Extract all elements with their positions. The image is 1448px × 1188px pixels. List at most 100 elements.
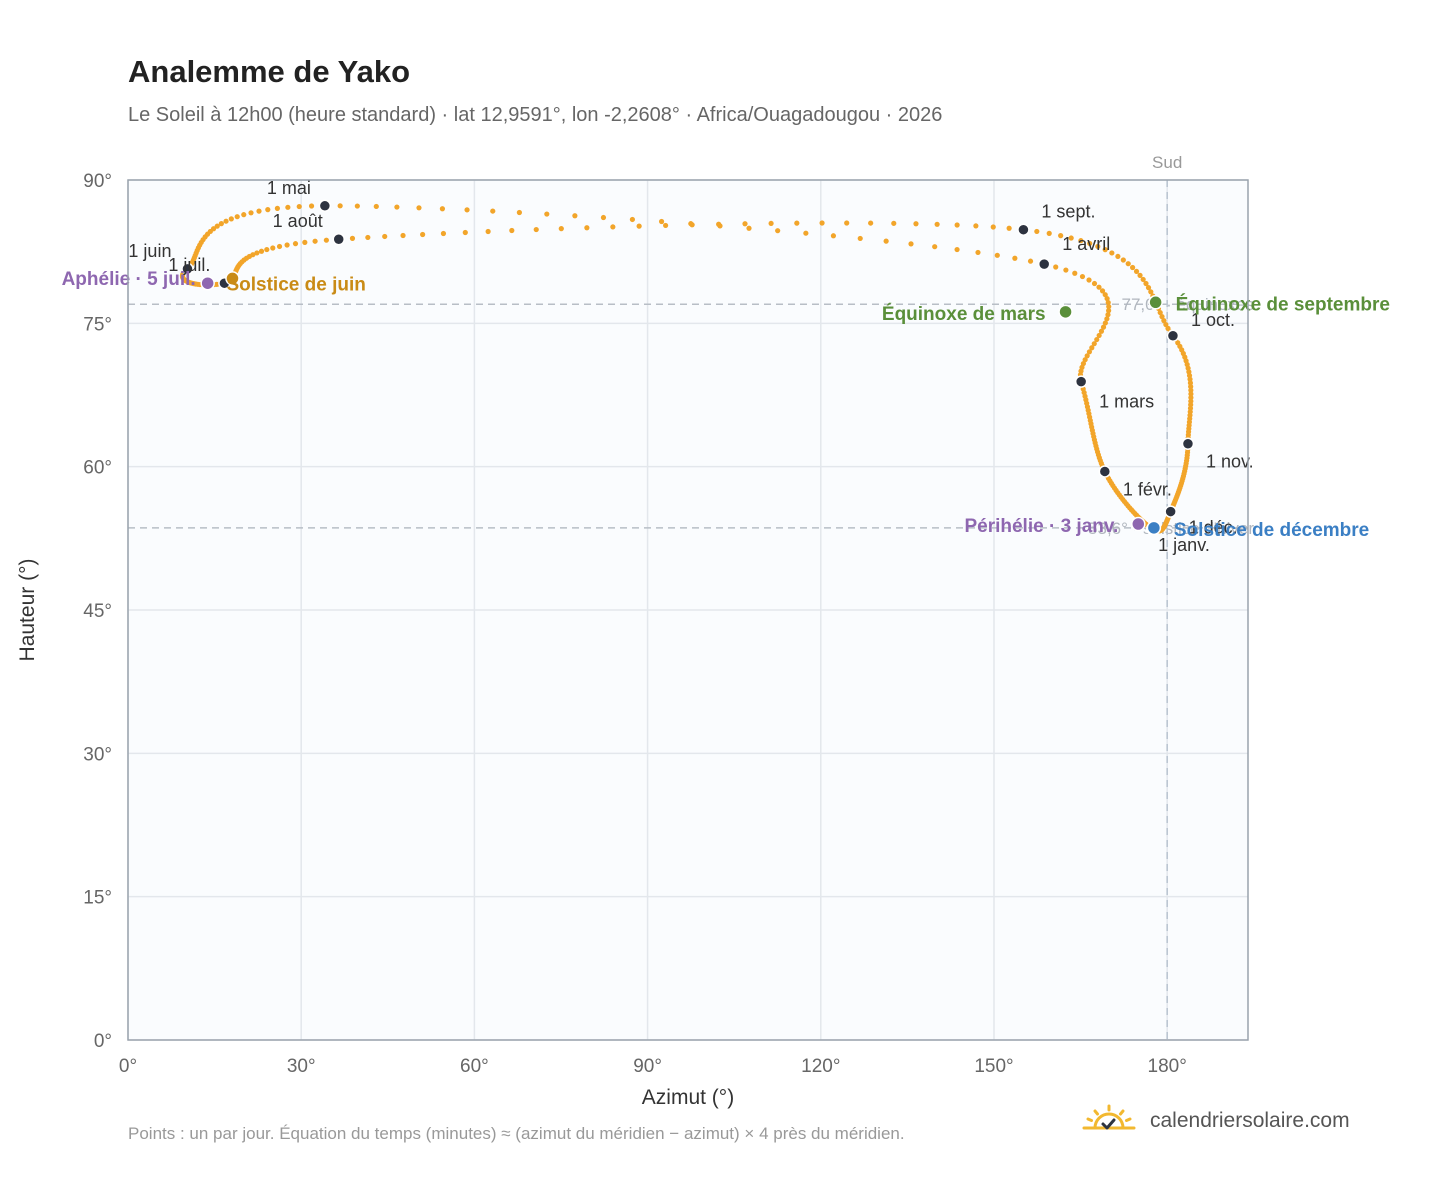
x-tick-label: 150° (974, 1056, 1013, 1077)
daily-point (1102, 320, 1108, 326)
daily-point (636, 223, 642, 229)
y-tick-label: 45° (83, 601, 112, 622)
daily-point (1053, 264, 1059, 270)
event-label: Solstice de décembre (1174, 520, 1369, 541)
x-tick-label: 30° (287, 1056, 316, 1077)
daily-point (990, 224, 996, 230)
month-marker (1164, 505, 1177, 518)
daily-point (1163, 321, 1169, 328)
daily-point (270, 245, 276, 251)
daily-point (1078, 238, 1084, 244)
event-marker (1148, 295, 1163, 310)
daily-point (1165, 325, 1171, 331)
daily-point (610, 224, 616, 230)
month-marker-label: 1 janv. (1158, 535, 1210, 555)
chart-title: Analemme de Yako (128, 54, 411, 89)
y-tick-label: 75° (83, 314, 112, 335)
event-label: Équinoxe de septembre (1176, 293, 1390, 315)
month-marker-label: 1 avril (1062, 234, 1110, 254)
month-marker (1166, 329, 1180, 343)
daily-point (819, 220, 825, 226)
daily-point (584, 225, 590, 231)
month-marker-label: 1 nov. (1206, 452, 1254, 472)
daily-point (214, 223, 220, 229)
daily-point (420, 231, 426, 238)
daily-point (264, 246, 270, 253)
daily-point (1058, 233, 1064, 239)
daily-point (973, 223, 979, 229)
daily-point (1140, 276, 1146, 283)
daily-point (254, 250, 260, 256)
daily-point (308, 203, 315, 209)
daily-point (600, 214, 607, 221)
daily-point (1095, 243, 1101, 250)
daily-point (1063, 267, 1069, 273)
sun-icon (1082, 1104, 1136, 1130)
event-markers: Équinoxe de mars Équinoxe de septembre Sol… (62, 269, 1390, 541)
month-marker-label: 1 oct. (1191, 310, 1235, 330)
brand[interactable]: calendriersolaire.com (1082, 1104, 1350, 1138)
daily-point (248, 210, 254, 216)
daily-point (416, 205, 422, 211)
month-marker-label: 1 sept. (1041, 202, 1095, 222)
month-marker (318, 199, 332, 213)
daily-point (1159, 314, 1165, 320)
event-marker (1146, 520, 1162, 536)
event-label: Solstice de juin (226, 274, 365, 295)
daily-point (746, 225, 752, 231)
daily-point (932, 244, 938, 250)
daily-point (1086, 277, 1092, 283)
month-marker (1098, 465, 1112, 478)
event-label: Périhélie · 3 janv. (964, 516, 1118, 537)
daily-point (1091, 341, 1097, 347)
month-marker-label: 1 juin (128, 241, 171, 261)
daily-point (1120, 257, 1126, 263)
reference-line-label: 53,6° · solstice d'hiver (1088, 519, 1254, 538)
daily-point (716, 221, 722, 227)
month-marker-label: 1 févr. (1123, 479, 1172, 499)
daily-point (1096, 284, 1102, 290)
daily-point (1100, 324, 1107, 330)
daily-point (302, 239, 308, 245)
daily-point (1115, 253, 1121, 260)
daily-point (1006, 225, 1012, 231)
daily-point (1091, 280, 1098, 287)
month-marker-label: 1 août (273, 211, 323, 231)
daily-point (349, 235, 356, 241)
daily-point (1087, 240, 1093, 247)
daily-point (1094, 336, 1100, 343)
month-marker-label: 1 mai (267, 178, 311, 198)
daily-point (908, 241, 914, 247)
daily-point (337, 203, 343, 209)
daily-point (228, 216, 234, 222)
daily-point (1106, 308, 1112, 314)
daily-point (857, 235, 863, 242)
y-tick-label: 30° (83, 744, 112, 765)
daily-point (292, 241, 299, 247)
daily-point (1046, 230, 1052, 236)
daily-point (1188, 394, 1194, 401)
daily-point (775, 228, 781, 234)
month-marker-label: 1 déc. (1189, 518, 1238, 538)
daily-point (1012, 255, 1018, 261)
month-marker (1181, 437, 1195, 450)
y-tick-label: 0° (94, 1031, 112, 1052)
daily-point (312, 238, 318, 244)
y-tick-label: 90° (83, 171, 112, 192)
month-marker (1074, 375, 1088, 388)
daily-point (462, 229, 468, 236)
daily-point (1137, 272, 1143, 278)
daily-point (1099, 288, 1106, 294)
x-tick-label: 90° (633, 1056, 662, 1077)
daily-point (572, 213, 578, 219)
daily-point (1034, 228, 1040, 235)
daily-point (1079, 273, 1086, 280)
daily-point (1102, 247, 1108, 253)
x-tick-label: 120° (801, 1056, 840, 1077)
month-marker (1037, 257, 1051, 271)
daily-point (1027, 258, 1034, 264)
month-marker (181, 262, 194, 276)
daily-point (509, 227, 515, 234)
brand-name[interactable]: calendriersolaire.com (1150, 1109, 1350, 1132)
daily-point (218, 221, 224, 227)
